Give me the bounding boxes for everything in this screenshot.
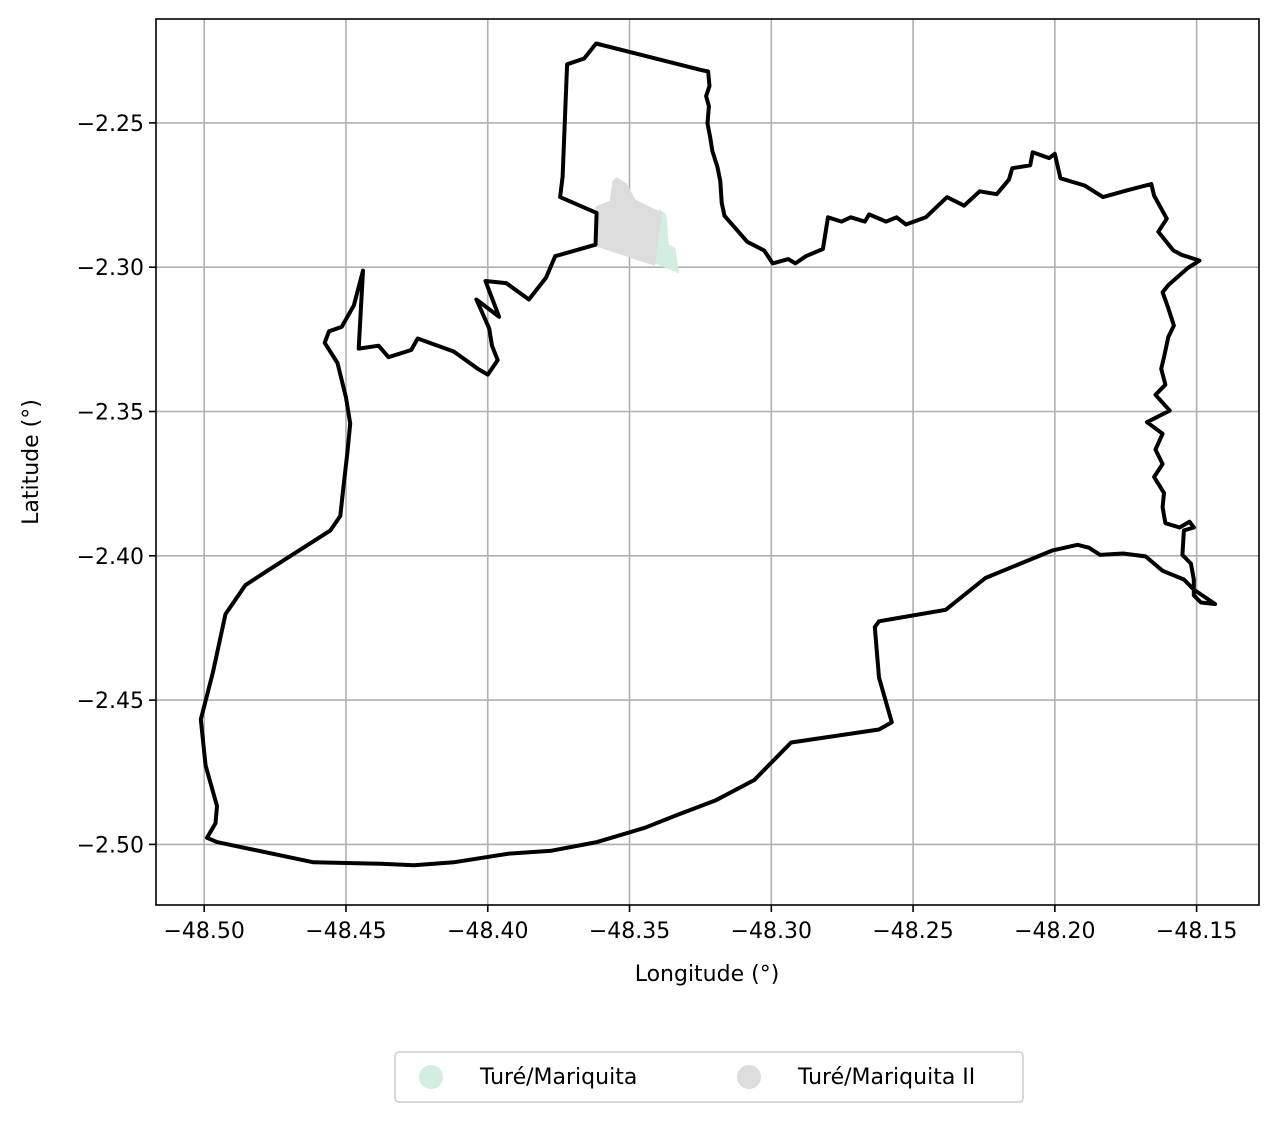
x-tick-label: −48.30 — [731, 919, 812, 944]
x-axis-label: Longitude (°) — [635, 962, 780, 987]
legend-label-ture-mariquita-ii: Turé/Mariquita II — [797, 1065, 975, 1090]
boundary-layer — [198, 41, 1218, 868]
y-tick-label: −2.45 — [77, 689, 144, 714]
study-area-boundary — [198, 41, 1218, 868]
legend-marker-ture-mariquita — [419, 1065, 443, 1089]
y-axis-ticks: −2.25 −2.30 −2.35 −2.40 −2.45 −2.50 — [77, 112, 156, 858]
legend: Turé/Mariquita Turé/Mariquita II — [394, 1051, 1024, 1103]
x-tick-label: −48.40 — [447, 919, 528, 944]
plot-frame — [155, 18, 1260, 906]
legend-frame — [394, 1051, 1024, 1103]
x-tick-label: −48.25 — [872, 919, 953, 944]
grid-lines — [156, 19, 1259, 905]
legend-label-ture-mariquita: Turé/Mariquita — [479, 1065, 637, 1090]
x-tick-label: −48.15 — [1156, 919, 1237, 944]
territory-polygons — [594, 177, 680, 274]
y-tick-label: −2.40 — [77, 545, 144, 570]
x-tick-label: −48.35 — [589, 919, 670, 944]
x-tick-label: −48.20 — [1014, 919, 1095, 944]
x-tick-label: −48.45 — [305, 919, 386, 944]
territory-ture-mariquita-ii — [594, 177, 663, 266]
x-axis-ticks: −48.50 −48.45 −48.40 −48.35 −48.30 −48.25 −48.… — [163, 905, 1237, 944]
y-tick-label: −2.30 — [77, 256, 144, 281]
y-tick-label: −2.35 — [77, 400, 144, 425]
y-axis-label: Latitude (°) — [19, 399, 44, 525]
legend-marker-ture-mariquita-ii — [737, 1065, 761, 1089]
y-tick-label: −2.50 — [77, 833, 144, 858]
x-tick-label: −48.50 — [163, 919, 244, 944]
y-tick-label: −2.25 — [77, 112, 144, 137]
